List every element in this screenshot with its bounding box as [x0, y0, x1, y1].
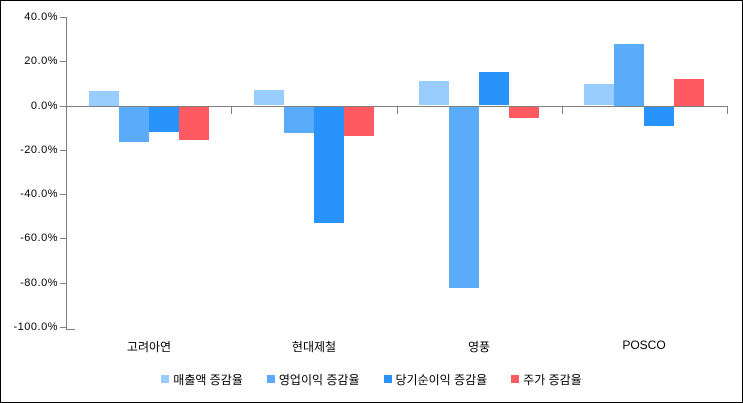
y-axis-tick [60, 194, 66, 195]
y-axis-tick-label: -100.0% [13, 321, 58, 333]
y-axis-line [66, 17, 67, 330]
y-axis-tick-label: -60.0% [20, 232, 58, 244]
bar-series4-cat4 [674, 79, 704, 106]
bar-series4-cat2 [344, 107, 374, 136]
x-axis-tick [231, 106, 232, 114]
y-axis-tick-label: -20.0% [20, 144, 58, 156]
legend-color-swatch [266, 375, 275, 383]
bar-series3-cat3 [479, 72, 509, 105]
bar-series4-cat3 [509, 107, 539, 118]
legend-item: 영업이익 증감율 [266, 371, 360, 388]
y-axis-tick [60, 238, 66, 239]
legend-item: 당기순이익 증감율 [383, 371, 488, 388]
x-axis-category-label: 현대제철 [291, 340, 337, 354]
y-axis-tick [60, 61, 66, 62]
y-axis-end-tick [66, 329, 75, 330]
legend-label: 매출액 증감율 [173, 372, 243, 387]
legend-label: 영업이익 증감율 [278, 372, 360, 387]
bar-series2-cat4 [614, 44, 644, 106]
bar-series1-cat1 [89, 91, 119, 106]
y-axis-tick [60, 106, 66, 107]
x-axis-category-label: 영풍 [467, 340, 491, 354]
legend-color-swatch [161, 375, 170, 383]
legend-item: 매출액 증감율 [161, 371, 243, 388]
bar-series3-cat2 [314, 107, 344, 223]
y-axis-tick-label: -40.0% [20, 188, 58, 200]
x-axis-tick [562, 106, 563, 114]
x-axis-tick [727, 106, 728, 114]
y-axis-tick [60, 150, 66, 151]
bar-series2-cat3 [449, 107, 479, 288]
bar-series3-cat1 [149, 107, 179, 132]
x-axis-tick [397, 106, 398, 114]
legend-label: 당기순이익 증감율 [395, 372, 488, 387]
y-axis-tick-label: 0.0% [30, 100, 58, 112]
bar-series2-cat2 [284, 107, 314, 133]
y-axis-tick-label: 40.0% [24, 11, 58, 23]
y-axis-tick [60, 283, 66, 284]
x-axis-category-label: POSCO [622, 338, 666, 352]
y-axis-tick-label: -80.0% [20, 277, 58, 289]
y-axis-tick-label: 20.0% [24, 55, 58, 67]
bar-series1-cat4 [584, 84, 614, 105]
legend-label: 주가 증감율 [523, 372, 582, 387]
y-axis-tick [60, 327, 66, 328]
bar-series1-cat3 [419, 81, 449, 105]
bar-series4-cat1 [179, 107, 209, 140]
legend-color-swatch [383, 375, 392, 383]
legend-color-swatch [511, 375, 520, 383]
legend-item: 주가 증감율 [511, 371, 582, 388]
bar-series3-cat4 [644, 107, 674, 126]
x-axis-zero-line [66, 106, 727, 107]
bar-series2-cat1 [119, 107, 149, 142]
y-axis-tick [60, 17, 66, 18]
chart-legend: 매출액 증감율 영업이익 증감율 당기순이익 증감율 주가 증감율 [1, 370, 742, 388]
x-axis-category-label: 고려아연 [126, 340, 172, 354]
bar-series1-cat2 [254, 90, 284, 105]
